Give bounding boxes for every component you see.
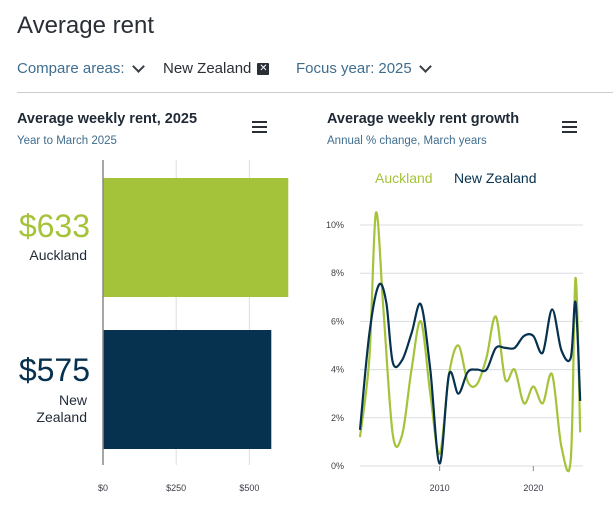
- series-line-new-zealand: [358, 282, 582, 465]
- rent-panel-title: Average weekly rent, 2025: [17, 111, 198, 127]
- y-tick-label: 6%: [331, 316, 344, 326]
- y-tick-label: 10%: [326, 220, 344, 230]
- legend-auckland: Auckland: [375, 170, 433, 186]
- area-label-line: Zealand: [36, 409, 87, 425]
- selected-area-chip: New Zealand ✕: [163, 60, 270, 77]
- y-tick-label: 8%: [331, 268, 344, 278]
- focus-year-dropdown[interactable]: Focus year: 2025: [296, 59, 432, 77]
- bar-auckland: [103, 178, 289, 297]
- selected-area-label: New Zealand: [163, 60, 252, 77]
- series-line-auckland: [358, 211, 582, 473]
- x-tick-label: $500: [239, 483, 259, 493]
- y-tick-label: 4%: [331, 365, 344, 375]
- focus-year-value: 2025: [378, 60, 412, 77]
- auckland-area-label: Auckland: [29, 247, 87, 264]
- nz-area-label: New Zealand: [36, 392, 87, 426]
- filter-divider: [17, 92, 613, 93]
- x-tick-label: 2020: [523, 483, 543, 493]
- y-tick-label: 2%: [331, 413, 344, 423]
- hamburger-menu-icon[interactable]: [252, 121, 267, 133]
- focus-year-label: Focus year:: [296, 60, 375, 77]
- auckland-rent-value: $633: [18, 208, 90, 244]
- compare-areas-label: Compare areas:: [17, 60, 125, 77]
- close-icon[interactable]: ✕: [257, 62, 270, 75]
- growth-panel-title: Average weekly rent growth: [327, 111, 520, 127]
- page-title: Average rent: [17, 12, 154, 39]
- legend-new-zealand: New Zealand: [454, 170, 537, 186]
- growth-panel-subtitle: Annual % change, March years: [327, 135, 487, 147]
- hamburger-menu-icon[interactable]: [562, 121, 577, 133]
- area-label-line: Auckland: [29, 247, 87, 263]
- y-tick-label: 0%: [331, 461, 344, 471]
- bar-new-zealand: [103, 330, 272, 449]
- rent-growth-line-chart: 0% 2% 4% 6% 8% 10% 2010 2020 Auckland New Zealand: [326, 170, 583, 493]
- rent-bar-chart: $0 $250 $500: [98, 160, 289, 493]
- area-label-line: New: [58, 392, 87, 408]
- nz-rent-value: $575: [18, 352, 90, 388]
- rent-panel-subtitle: Year to March 2025: [17, 135, 117, 147]
- compare-areas-dropdown[interactable]: Compare areas:: [17, 59, 145, 77]
- x-tick-label: $250: [166, 483, 186, 493]
- x-tick-label: 2010: [430, 483, 450, 493]
- x-tick-label: $0: [98, 483, 108, 493]
